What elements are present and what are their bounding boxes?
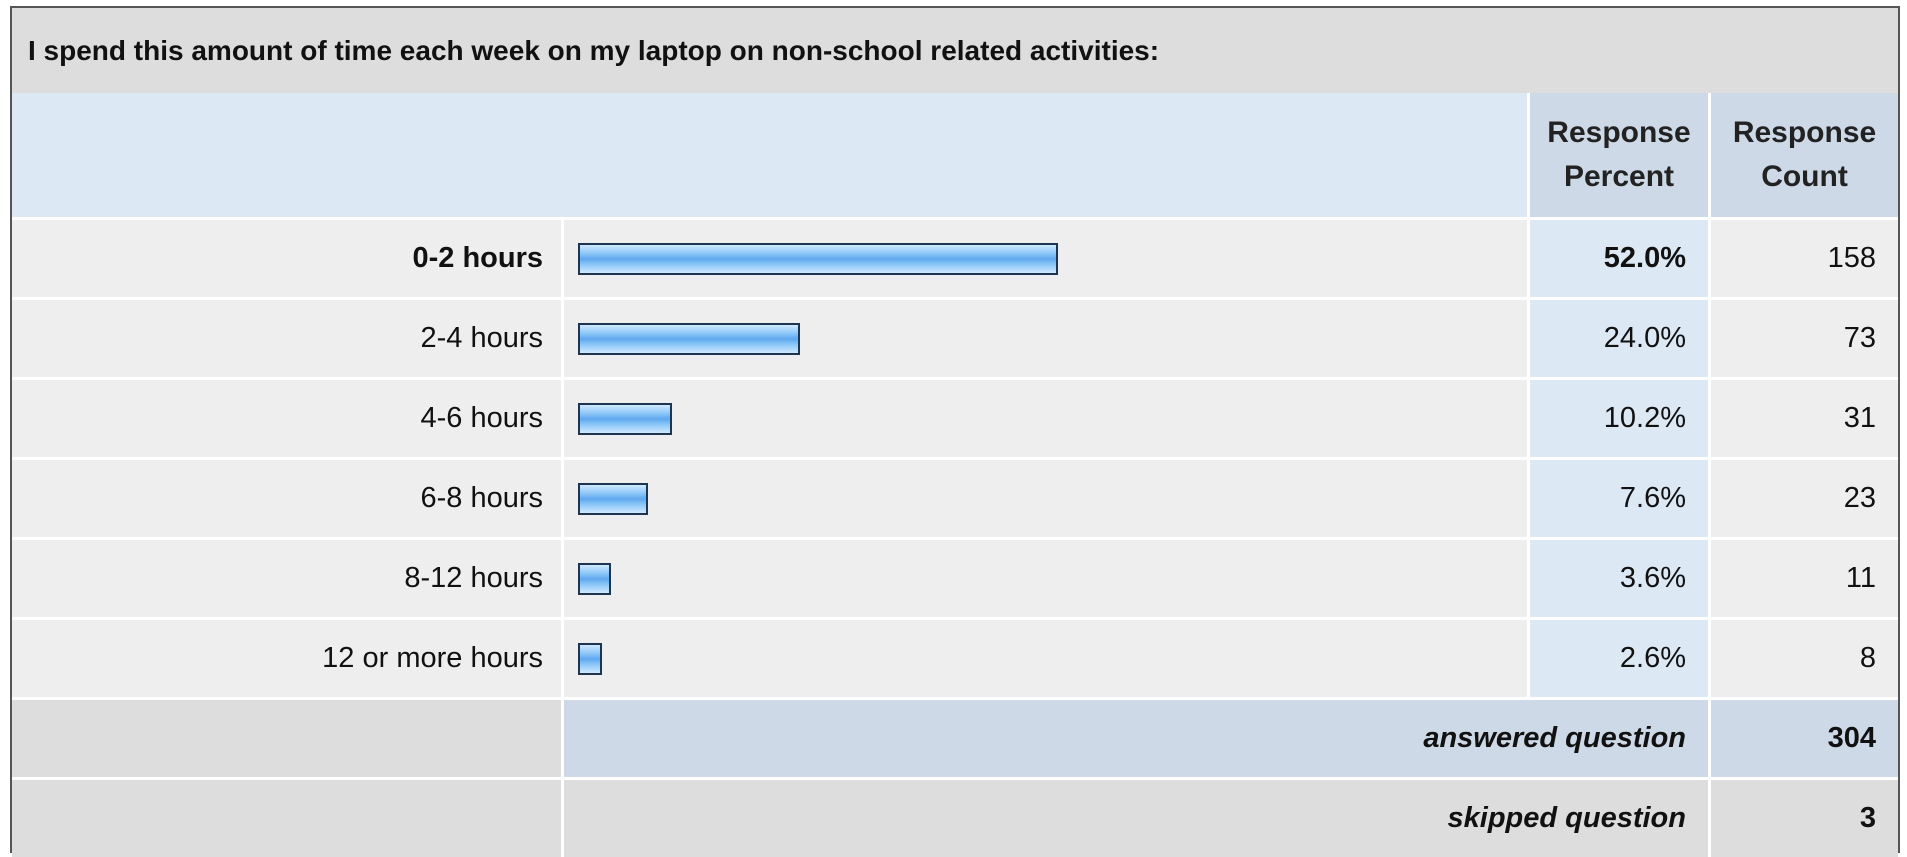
response-count: 158 [1708, 217, 1899, 297]
header-count-line1: Response [1732, 116, 1877, 149]
table-row: 0-2 hours 52.0% 158 [12, 217, 1899, 297]
category-label: 8-12 hours [12, 537, 561, 617]
table-row: 4-6 hours 10.2% 31 [12, 377, 1899, 457]
answered-question-value: 304 [1708, 697, 1899, 777]
bar-cell [561, 457, 1527, 537]
header-spacer [12, 93, 1527, 217]
category-label: 6-8 hours [12, 457, 561, 537]
answered-spacer [12, 697, 561, 777]
response-count: 73 [1708, 297, 1899, 377]
bar-6 [578, 642, 602, 675]
table-row: 8-12 hours 3.6% 11 [12, 537, 1899, 617]
response-percent: 10.2% [1527, 377, 1708, 457]
bar-5 [578, 562, 611, 595]
skipped-spacer [12, 777, 561, 857]
bar-cell [561, 217, 1527, 297]
response-percent: 24.0% [1527, 297, 1708, 377]
bar-1 [578, 242, 1058, 275]
header-percent-line1: Response [1547, 116, 1691, 149]
skipped-question-value: 3 [1708, 777, 1899, 857]
response-percent: 52.0% [1527, 217, 1708, 297]
answered-question-label: answered question [561, 697, 1708, 777]
response-percent: 7.6% [1527, 457, 1708, 537]
response-count: 31 [1708, 377, 1899, 457]
response-percent: 3.6% [1527, 537, 1708, 617]
header-percent-line2: Percent [1563, 160, 1675, 193]
bar-3 [578, 402, 672, 435]
response-count: 23 [1708, 457, 1899, 537]
bar-cell [561, 617, 1527, 697]
table-row: 6-8 hours 7.6% 23 [12, 457, 1899, 537]
header-count-line2: Count [1761, 160, 1848, 193]
category-label: 2-4 hours [12, 297, 561, 377]
response-count: 8 [1708, 617, 1899, 697]
category-label: 4-6 hours [12, 377, 561, 457]
question-title: I spend this amount of time each week on… [12, 8, 1899, 93]
bar-cell [561, 537, 1527, 617]
bar-2 [578, 322, 800, 355]
survey-results-table: I spend this amount of time each week on… [10, 6, 1900, 857]
table-row: 2-4 hours 24.0% 73 [12, 297, 1899, 377]
category-label: 0-2 hours [12, 217, 561, 297]
header-response-count: Response Count [1708, 93, 1899, 217]
category-label: 12 or more hours [12, 617, 561, 697]
response-count: 11 [1708, 537, 1899, 617]
bar-4 [578, 482, 648, 515]
bar-cell [561, 297, 1527, 377]
header-response-percent: Response Percent [1527, 93, 1708, 217]
bar-cell [561, 377, 1527, 457]
skipped-question-label: skipped question [561, 777, 1708, 857]
table-row: 12 or more hours 2.6% 8 [12, 617, 1899, 697]
results-grid: I spend this amount of time each week on… [12, 8, 1899, 857]
response-percent: 2.6% [1527, 617, 1708, 697]
